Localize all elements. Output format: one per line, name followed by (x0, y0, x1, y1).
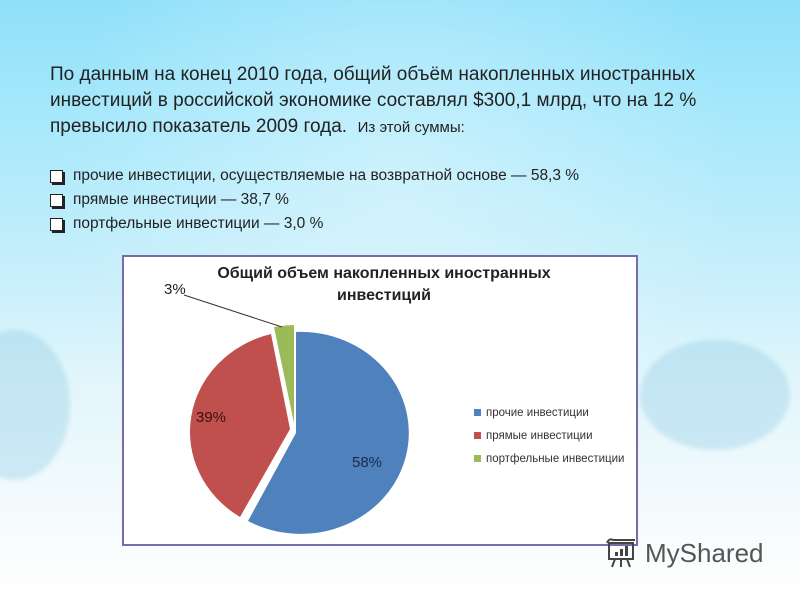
myshared-logo[interactable]: MyShared (605, 537, 764, 569)
chart-title: Общий объем накопленных иностранных инве… (217, 265, 551, 304)
checkbox-bullet-icon (50, 217, 63, 231)
logo-text: MyShared (645, 537, 764, 568)
legend-label: портфельные инвестиции (486, 452, 625, 465)
legend-item-portfolio: портфельные инвестиции (474, 447, 624, 470)
intro-paragraph: По данным на конец 2010 года, общий объё… (50, 62, 770, 141)
pie-slice-portfolio (274, 325, 294, 423)
bullet-list: прочие инвестиции, осуществляемые на воз… (50, 164, 579, 236)
background-map-shape (640, 340, 790, 450)
intro-line-3: превысило показатель 2009 года. (50, 116, 348, 137)
bullet-item: прямые инвестиции — 38,7 % (50, 188, 579, 212)
label-3: 3% (164, 281, 186, 298)
bullet-text: прямые инвестиции — 38,7 % (73, 191, 289, 208)
leader-line (183, 294, 283, 328)
checkbox-bullet-icon (50, 169, 63, 183)
pie-slice-direct (189, 334, 290, 517)
legend-item-direct: прямые инвестиции (474, 424, 624, 447)
presentation-board-icon (606, 538, 635, 568)
legend-item-other: прочие инвестиции (474, 401, 624, 424)
bullet-text: портфельные инвестиции — 3,0 % (73, 215, 324, 232)
label-39: 39% (196, 409, 227, 426)
legend-swatch-icon (474, 455, 481, 462)
chart-legend: прочие инвестиции прямые инвестиции порт… (474, 401, 624, 470)
bullet-text: прочие инвестиции, осуществляемые на воз… (73, 167, 580, 184)
label-58: 58% (352, 454, 383, 471)
bullet-item: прочие инвестиции, осуществляемые на воз… (50, 164, 579, 188)
legend-swatch-icon (474, 432, 481, 439)
intro-line-1: По данным на конец 2010 года, общий объё… (50, 64, 696, 85)
intro-line-2: инвестиций в российской экономике состав… (50, 90, 697, 111)
legend-label: прочие инвестиции (486, 406, 589, 419)
checkbox-bullet-icon (50, 193, 63, 207)
pie-graphic (183, 294, 409, 534)
legend-label: прямые инвестиции (486, 429, 593, 442)
pie-slice-other (248, 331, 409, 534)
intro-line-3-small: Из этой суммы: (357, 119, 465, 136)
pie-chart: Общий объем накопленных иностранных инве… (122, 255, 638, 546)
legend-swatch-icon (474, 409, 481, 416)
bullet-item: портфельные инвестиции — 3,0 % (50, 212, 579, 236)
